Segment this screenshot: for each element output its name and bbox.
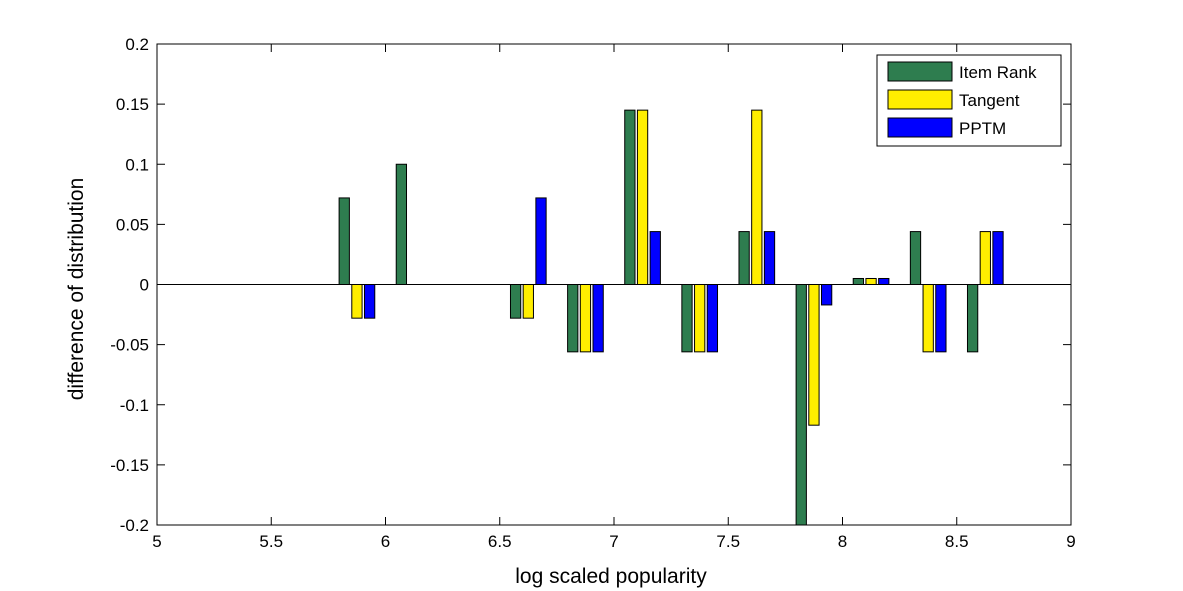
- x-tick-label: 6.5: [488, 532, 512, 551]
- legend-swatch: [887, 61, 953, 82]
- legend-label: Tangent: [959, 91, 1020, 110]
- legend: Item Rank Tangent PPTM: [876, 54, 1062, 147]
- bar-pptm: [363, 284, 376, 319]
- legend-swatch: [887, 117, 953, 138]
- bar-pptm: [878, 277, 890, 285]
- legend-label: Item Rank: [959, 63, 1037, 82]
- bar-pptm: [992, 231, 1004, 285]
- bar-pptm: [706, 284, 719, 353]
- bar-item-rank: [395, 163, 408, 285]
- bar-item-rank: [567, 284, 579, 353]
- legend-label: PPTM: [959, 119, 1006, 138]
- y-tick-label: 0.15: [116, 95, 149, 114]
- x-tick-label: 5: [152, 532, 161, 551]
- bar-tangent: [351, 284, 363, 319]
- bar-item-rank: [624, 109, 636, 285]
- bar-item-rank: [338, 197, 350, 285]
- y-tick-label: -0.15: [110, 456, 149, 475]
- x-axis: 5 5.5 6 6.5 7 7.5 8 8.5 9: [152, 44, 1076, 551]
- bar-tangent: [922, 284, 934, 353]
- y-axis-title: difference of distribution: [65, 178, 88, 401]
- x-tick-label: 8: [838, 532, 847, 551]
- bar-tangent: [979, 231, 991, 285]
- x-tick-label: 9: [1066, 532, 1075, 551]
- bar-pptm: [935, 284, 947, 353]
- bar-pptm: [649, 231, 661, 285]
- bar-tangent: [579, 284, 592, 353]
- x-axis-title: log scaled popularity: [515, 565, 707, 588]
- bar-tangent: [865, 277, 877, 285]
- bar-item-rank: [681, 284, 693, 353]
- y-tick-label: 0.2: [125, 35, 149, 54]
- bar-item-rank: [909, 231, 922, 285]
- bar-pptm: [763, 231, 776, 285]
- y-tick-label: 0.1: [125, 155, 149, 174]
- bar-item-rank: [966, 284, 979, 353]
- y-tick-label: -0.1: [120, 396, 149, 415]
- bar-pptm: [535, 197, 547, 285]
- y-axis: -0.2 -0.15 -0.1 -0.05 0 0.05 0.1 0.15 0.2: [110, 35, 1071, 535]
- bar-tangent: [522, 284, 534, 319]
- y-tick-label: -0.05: [110, 336, 149, 355]
- legend-swatch: [887, 89, 953, 110]
- x-tick-label: 7.5: [716, 532, 740, 551]
- x-tick-label: 5.5: [259, 532, 283, 551]
- bar-item-rank: [795, 284, 807, 526]
- bar-pptm: [592, 284, 604, 353]
- bar-pptm: [820, 284, 833, 306]
- y-tick-label: -0.2: [120, 516, 149, 535]
- y-tick-label: 0: [140, 276, 149, 295]
- bar-tangent: [636, 109, 649, 285]
- bar-tangent: [808, 284, 820, 426]
- bar-item-rank: [738, 231, 750, 285]
- bar-series: [338, 109, 1004, 526]
- y-tick-label: 0.05: [116, 215, 149, 234]
- bar-item-rank: [509, 284, 522, 319]
- x-tick-label: 8.5: [945, 532, 969, 551]
- x-tick-label: 6: [381, 532, 390, 551]
- bar-tangent: [694, 284, 706, 353]
- bar-item-rank: [852, 277, 865, 285]
- bar-tangent: [751, 109, 763, 285]
- x-tick-label: 7: [609, 532, 618, 551]
